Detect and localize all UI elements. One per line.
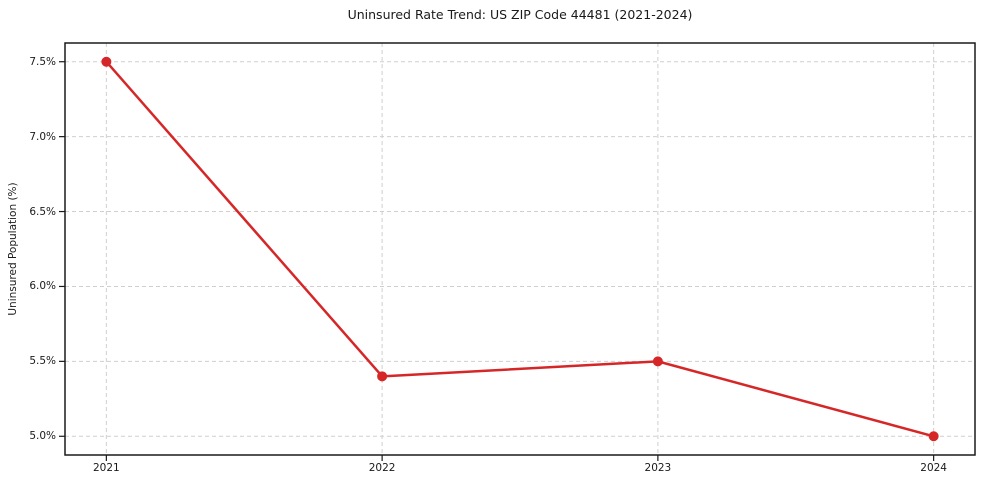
x-tick-label: 2023 xyxy=(644,462,672,474)
y-tick-label: 5.5% xyxy=(29,355,56,368)
y-tick-label: 6.0% xyxy=(29,280,56,293)
y-tick-label: 7.5% xyxy=(29,55,56,68)
trend-line xyxy=(105,60,935,438)
x-tick-label: 2024 xyxy=(920,462,947,474)
data-point-marker xyxy=(928,431,939,442)
data-point-marker xyxy=(377,371,388,382)
data-point-marker xyxy=(652,356,663,367)
data-point-marker xyxy=(101,56,112,67)
plot-area xyxy=(59,42,976,461)
y-tick-label: 5.0% xyxy=(29,430,56,443)
y-tick-label: 7.0% xyxy=(29,130,56,143)
y-tick-label: 6.5% xyxy=(29,205,56,218)
line-chart-svg xyxy=(59,42,976,461)
chart-title: Uninsured Rate Trend: US ZIP Code 44481 … xyxy=(347,7,693,22)
plot-border xyxy=(64,42,976,456)
x-tick-label: 2021 xyxy=(92,462,120,474)
x-tick-label: 2022 xyxy=(368,462,396,474)
y-axis-label: Uninsured Population (%) xyxy=(7,182,19,316)
